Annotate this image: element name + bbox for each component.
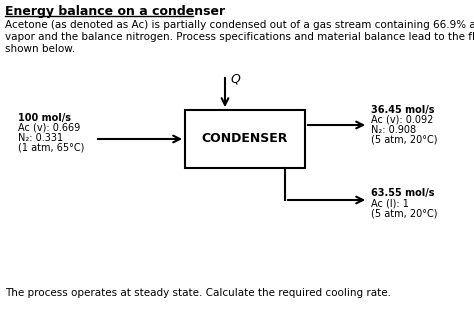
Text: 36.45 mol/s: 36.45 mol/s — [371, 105, 435, 115]
Text: CONDENSER: CONDENSER — [202, 132, 288, 146]
Text: Energy balance on a condenser: Energy balance on a condenser — [5, 5, 225, 18]
Text: Ac (v): 0.669: Ac (v): 0.669 — [18, 123, 80, 133]
Text: N₂: 0.908: N₂: 0.908 — [371, 125, 416, 135]
Text: N₂: 0.331: N₂: 0.331 — [18, 133, 63, 143]
Text: Ac (l): 1: Ac (l): 1 — [371, 198, 409, 208]
Text: Q: Q — [230, 73, 240, 86]
Text: Ac (v): 0.092: Ac (v): 0.092 — [371, 115, 433, 125]
Text: shown below.: shown below. — [5, 44, 75, 54]
Text: 100 mol/s: 100 mol/s — [18, 113, 71, 123]
Text: (5 atm, 20°C): (5 atm, 20°C) — [371, 135, 438, 145]
Text: vapor and the balance nitrogen. Process specifications and material balance lead: vapor and the balance nitrogen. Process … — [5, 32, 474, 42]
Text: (5 atm, 20°C): (5 atm, 20°C) — [371, 208, 438, 218]
Text: (1 atm, 65°C): (1 atm, 65°C) — [18, 143, 84, 153]
Text: Acetone (as denoted as Ac) is partially condensed out of a gas stream containing: Acetone (as denoted as Ac) is partially … — [5, 20, 474, 30]
Text: 63.55 mol/s: 63.55 mol/s — [371, 188, 435, 198]
Bar — [185, 110, 305, 168]
Text: The process operates at steady state. Calculate the required cooling rate.: The process operates at steady state. Ca… — [5, 288, 391, 298]
